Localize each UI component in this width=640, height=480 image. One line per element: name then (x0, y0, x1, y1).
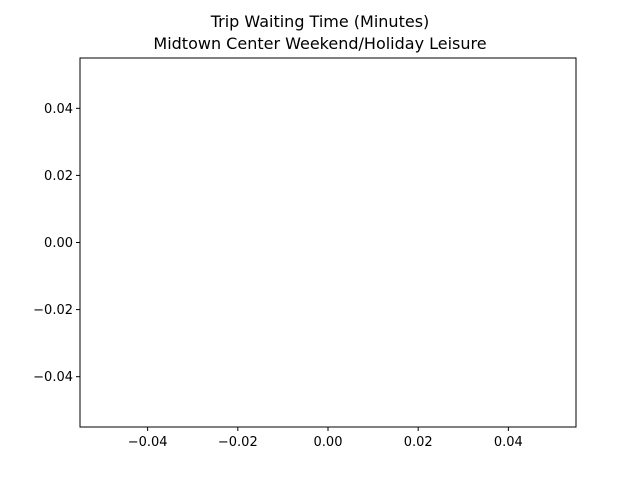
x-tick-label: 0.00 (314, 435, 343, 450)
x-tick-label: −0.04 (128, 435, 168, 450)
y-tick-label: 0.00 (44, 236, 73, 251)
x-tick-label: −0.02 (218, 435, 258, 450)
x-axis: −0.04 −0.02 0.00 0.02 0.04 (128, 427, 523, 450)
x-tick-label: 0.02 (404, 435, 433, 450)
y-axis: −0.04 −0.02 0.00 0.02 0.04 (33, 102, 80, 385)
axes-frame (79, 57, 577, 428)
y-tick-label: 0.02 (44, 169, 73, 184)
chart-title: Trip Waiting Time (Minutes) (210, 12, 430, 31)
y-tick-label: −0.04 (33, 370, 73, 385)
y-tick-label: −0.02 (33, 303, 73, 318)
chart-subtitle: Midtown Center Weekend/Holiday Leisure (153, 34, 487, 53)
x-tick-label: 0.04 (494, 435, 523, 450)
y-tick-label: 0.04 (44, 102, 73, 117)
